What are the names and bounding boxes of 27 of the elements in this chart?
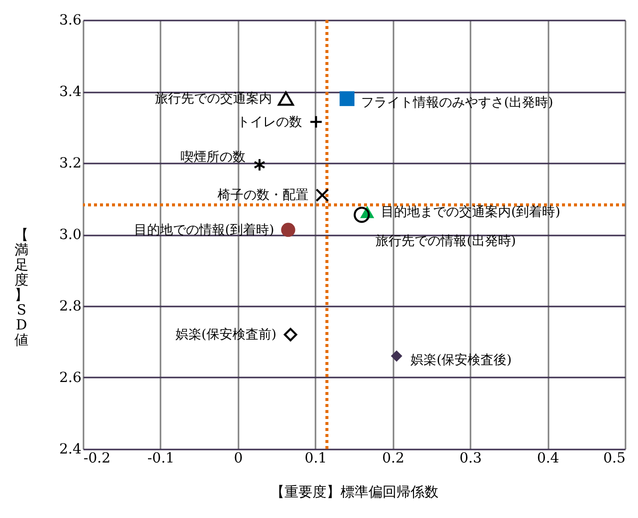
series-label: 喫煙所の数 <box>180 150 246 165</box>
x-tick-label: 0.1 <box>304 450 327 466</box>
x-tick-label: -0.1 <box>147 450 174 466</box>
x-axis-title: 【重要度】標準偏回帰係数 <box>270 484 438 500</box>
x-tick-label: 0.2 <box>382 450 404 466</box>
y-tick-label: 3.4 <box>59 84 82 100</box>
series-label: 旅行先での交通案内 <box>154 90 272 107</box>
x-tick-label: 0.4 <box>536 450 560 466</box>
series-label: トイレの数 <box>237 114 302 130</box>
y-tick-label: 2.8 <box>59 298 82 314</box>
series-label: 目的地での情報(到着時) <box>134 222 274 238</box>
series-label: 目的地までの交通案内(到着時) <box>381 204 560 220</box>
series-label: 娯楽(保安検査後) <box>410 352 512 368</box>
series-label: 娯楽(保安検査前) <box>175 326 277 343</box>
x-tick-label: 0 <box>234 450 243 466</box>
y-tick-label: 2.4 <box>59 442 82 458</box>
series-label: 旅行先での情報(出発時) <box>376 234 516 249</box>
x-tick-label: 0.5 <box>603 450 626 466</box>
y-tick-label: 3.0 <box>59 227 82 243</box>
x-tick-label: 0.3 <box>460 450 482 466</box>
y-tick-label: 3.6 <box>59 12 82 28</box>
y-axis-title: 【満足度】SD値 <box>14 228 28 348</box>
series-label: フライト情報のみやすさ(出発時) <box>361 96 554 111</box>
y-tick-label: 2.6 <box>59 370 82 386</box>
x-tick-label: -0.2 <box>84 450 110 466</box>
y-tick-label: 3.2 <box>59 156 82 172</box>
series-label: 椅子の数・配置 <box>217 188 308 204</box>
